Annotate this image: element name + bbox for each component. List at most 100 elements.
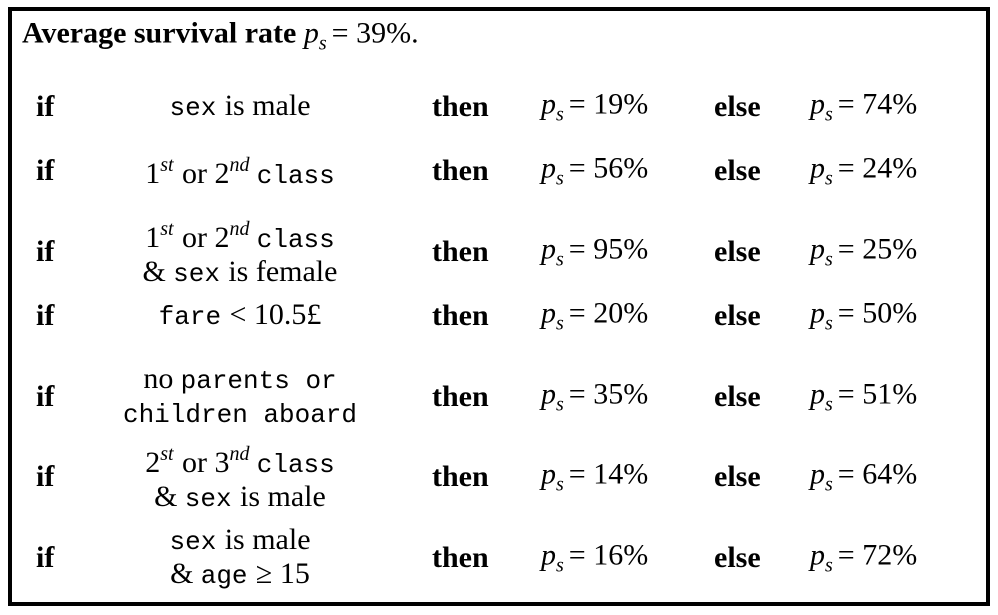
condition-part: < 10.5£: [229, 298, 322, 331]
condition-part: sex: [184, 484, 232, 514]
symbol: p: [810, 232, 825, 266]
symbol: p: [303, 16, 319, 50]
condition-line: no parents or: [123, 363, 357, 397]
condition-part: is female: [228, 255, 338, 288]
condition-part: st: [160, 218, 174, 240]
condition-part: 2: [145, 446, 161, 479]
subscript: s: [825, 312, 833, 335]
symbol: p: [810, 538, 825, 572]
then-value: ps = 14%: [541, 458, 648, 497]
condition-part: &: [142, 255, 166, 288]
condition: no parents or children aboard: [123, 363, 357, 431]
then-value-text: = 14%: [568, 457, 649, 491]
else-value: ps = 72%: [810, 539, 917, 578]
keyword-else: else: [714, 460, 761, 493]
keyword-then: then: [432, 235, 489, 268]
condition-part: or 2: [181, 157, 230, 190]
then-value-text: = 19%: [568, 87, 649, 121]
subscript: s: [825, 167, 833, 190]
keyword-then: then: [432, 541, 489, 574]
condition-part: sex: [173, 259, 220, 289]
then-value: ps = 56%: [541, 152, 648, 191]
condition-part: &: [170, 557, 194, 590]
condition-line: 1st or 2nd class: [145, 150, 335, 192]
title-label: Average survival rate: [22, 16, 297, 50]
then-value-text: = 35%: [568, 377, 649, 411]
symbol: p: [541, 377, 556, 411]
condition-line: 2st or 3nd class: [145, 439, 335, 481]
symbol: p: [810, 457, 825, 491]
keyword-then: then: [432, 460, 489, 493]
else-value-text: = 25%: [837, 232, 918, 266]
condition: 1st or 2nd class & sex is female: [143, 214, 338, 290]
keyword-else: else: [714, 154, 761, 187]
condition-line: children aboard: [123, 397, 357, 431]
subscript: s: [556, 473, 564, 496]
condition-line: sex is male: [169, 90, 310, 124]
condition-part: 1: [145, 221, 161, 254]
symbol: p: [810, 87, 825, 121]
symbol: p: [810, 377, 825, 411]
symbol: p: [810, 296, 825, 330]
keyword-else: else: [714, 235, 761, 268]
condition-part: nd: [229, 154, 250, 176]
condition-line: & sex is female: [143, 256, 338, 290]
subscript: s: [556, 393, 564, 416]
condition-part: or 3: [181, 446, 230, 479]
keyword-if: if: [36, 299, 55, 332]
symbol: p: [541, 151, 556, 185]
then-value-text: = 16%: [568, 538, 649, 572]
subscript: s: [825, 393, 833, 416]
keyword-if: if: [36, 154, 55, 187]
subscript: s: [825, 473, 833, 496]
else-value-text: = 72%: [837, 538, 918, 572]
condition: sex is male & age ≥ 15: [169, 524, 310, 592]
symbol: p: [810, 151, 825, 185]
title: Average survival rate ps = 39%.: [22, 17, 419, 56]
condition-part: sex: [169, 527, 217, 557]
condition-part: no: [143, 362, 174, 395]
subscript: s: [825, 554, 833, 577]
else-value: ps = 64%: [810, 458, 917, 497]
else-value-text: = 50%: [837, 296, 918, 330]
subscript: s: [556, 103, 564, 126]
subscript: s: [556, 554, 564, 577]
condition-part: fare: [158, 302, 222, 332]
else-value: ps = 50%: [810, 297, 917, 336]
condition-part: is male: [224, 523, 311, 556]
frame: [8, 7, 990, 606]
subscript: s: [318, 32, 327, 55]
condition-part: or 2: [181, 221, 230, 254]
else-value: ps = 51%: [810, 378, 917, 417]
condition-line: sex is male: [169, 524, 310, 558]
keyword-else: else: [714, 299, 761, 332]
keyword-else: else: [714, 90, 761, 123]
then-value: ps = 19%: [541, 88, 648, 127]
else-value-text: = 24%: [837, 151, 918, 185]
else-value: ps = 74%: [810, 88, 917, 127]
else-value: ps = 25%: [810, 233, 917, 272]
title-value: = 39%.: [331, 16, 419, 50]
keyword-then: then: [432, 299, 489, 332]
condition-part: is male: [224, 89, 311, 122]
else-value: ps = 24%: [810, 152, 917, 191]
condition-part: class: [256, 161, 335, 191]
then-value-text: = 56%: [568, 151, 649, 185]
keyword-then: then: [432, 154, 489, 187]
condition-part: st: [160, 443, 174, 465]
symbol: p: [541, 457, 556, 491]
subscript: s: [556, 167, 564, 190]
else-value-text: = 74%: [837, 87, 918, 121]
then-value: ps = 95%: [541, 233, 648, 272]
condition-part: is male: [239, 480, 326, 513]
symbol: p: [541, 538, 556, 572]
condition-part: 1: [145, 157, 161, 190]
condition-part: st: [160, 154, 174, 176]
then-value: ps = 20%: [541, 297, 648, 336]
else-value-text: = 64%: [837, 457, 918, 491]
condition-part: children aboard: [122, 400, 358, 430]
condition-line: fare < 10.5£: [159, 299, 322, 333]
condition-part: ≥ 15: [255, 557, 310, 590]
condition-part: age: [200, 561, 248, 591]
symbol: p: [541, 232, 556, 266]
